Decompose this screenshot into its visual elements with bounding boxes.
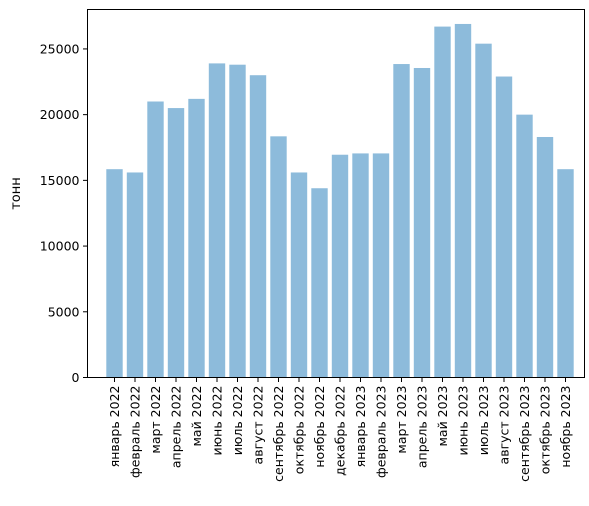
- bar: [167, 108, 185, 378]
- bar: [106, 169, 123, 378]
- x-tick-label: июнь 2023: [456, 386, 471, 456]
- x-tick-label: ноябрь 2022: [312, 386, 327, 468]
- y-tick-label: 5000: [48, 304, 80, 319]
- y-tick-label: 0: [72, 370, 80, 385]
- y-tick-label: 20000: [40, 107, 80, 122]
- y-axis-label: тонн: [9, 177, 24, 210]
- bar: [475, 43, 492, 378]
- x-axis: январь 2022 февраль 2022 март 2022 апрель 2…: [107, 377, 573, 482]
- x-tick-label: октябрь 2022: [292, 386, 307, 475]
- bar: [331, 154, 349, 378]
- plot-frame: [87, 9, 585, 378]
- bar: [393, 64, 410, 378]
- x-tick-label: июнь 2022: [210, 386, 225, 456]
- bar: [188, 98, 205, 378]
- x-tick-label: февраль 2023: [374, 386, 389, 478]
- bar: [495, 76, 513, 378]
- x-tick-label: февраль 2022: [128, 386, 143, 478]
- x-tick-label: июль 2022: [230, 386, 245, 456]
- bar: [229, 64, 246, 378]
- bar: [536, 136, 554, 378]
- bar: [126, 172, 144, 378]
- x-tick-label: декабрь 2022: [333, 386, 348, 476]
- x-tick-label: ноябрь 2023: [558, 386, 573, 468]
- bar: [270, 136, 287, 378]
- x-tick-label: сентябрь 2023: [517, 386, 532, 482]
- bar: [311, 188, 328, 378]
- bar: [290, 172, 308, 378]
- bar: [352, 153, 369, 378]
- x-tick-label: сентябрь 2022: [271, 386, 286, 482]
- y-tick-label: 15000: [40, 173, 80, 188]
- x-tick-label: январь 2023: [353, 386, 368, 468]
- bar: [516, 114, 533, 378]
- bar: [208, 63, 226, 378]
- x-tick-label: январь 2022: [107, 386, 122, 468]
- y-tick-label: 10000: [40, 239, 80, 254]
- x-tick-label: март 2023: [394, 386, 409, 454]
- x-tick-label: апрель 2022: [169, 386, 184, 469]
- y-axis: 0 5000 10000 15000 20000 25000: [40, 41, 88, 385]
- x-tick-label: июль 2023: [476, 386, 491, 456]
- bar: [557, 169, 574, 378]
- y-tick-label: 25000: [40, 41, 80, 56]
- bar: [434, 26, 451, 378]
- bars-group: [106, 23, 574, 378]
- bar: [413, 67, 431, 378]
- x-tick-label: май 2023: [435, 386, 450, 447]
- bar: [147, 101, 164, 378]
- x-tick-label: август 2023: [497, 386, 512, 465]
- bar: [372, 153, 390, 378]
- x-tick-label: октябрь 2023: [538, 386, 553, 475]
- bar: [249, 75, 267, 378]
- x-tick-label: апрель 2023: [415, 386, 430, 469]
- x-tick-label: август 2022: [251, 386, 266, 465]
- x-tick-label: май 2022: [189, 386, 204, 447]
- x-tick-label: март 2022: [148, 386, 163, 454]
- bar: [454, 23, 472, 378]
